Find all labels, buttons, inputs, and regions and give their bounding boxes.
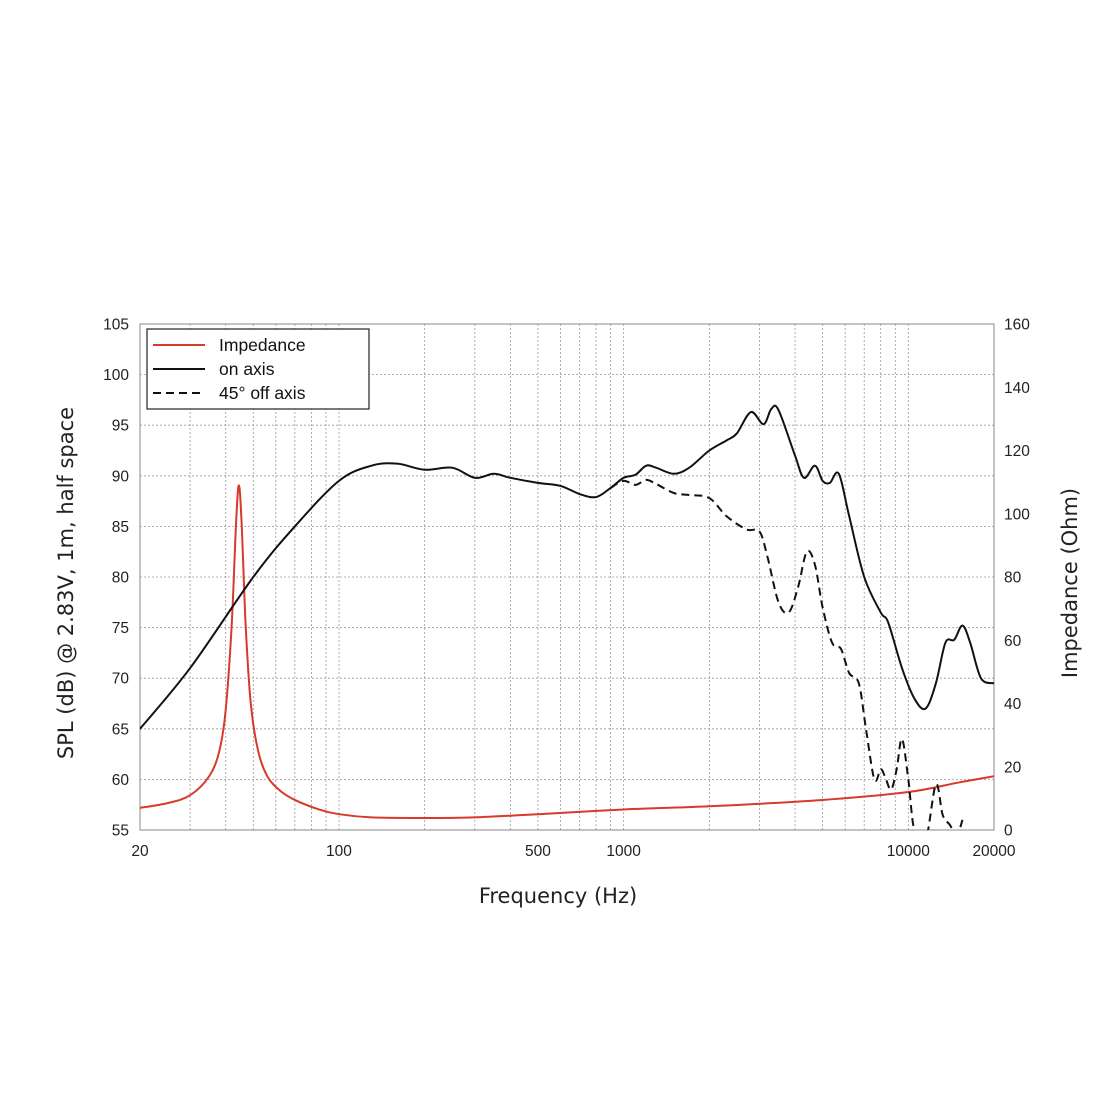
y-right-tick-label: 60 [1004,633,1022,650]
y-left-tick-label: 90 [112,468,130,485]
series-layer [140,404,994,830]
legend-label-off-axis: 45° off axis [219,383,306,403]
x-tick-label: 10000 [887,843,930,860]
y-left-tick-label: 60 [112,772,130,789]
y-left-axis-title: SPL (dB) @ 2.83V, 1m, half space [54,407,78,759]
y-right-tick-label: 80 [1004,570,1022,587]
x-tick-label: 20000 [972,843,1015,860]
y-left-tick-label: 80 [112,570,130,587]
off-axis-curve [610,478,964,830]
y-right-tick-label: 100 [1004,506,1030,523]
y-left-tick-label: 105 [103,317,129,334]
y-right-tick-label: 20 [1004,759,1022,776]
y-left-tick-label: 70 [112,671,130,688]
y-left-tick-label: 85 [112,519,129,536]
y-left-tick-label: 75 [112,620,129,637]
y-right-tick-label: 40 [1004,696,1022,713]
legend-box [146,328,370,410]
y-right-tick-label: 0 [1004,823,1013,840]
y-left-tick-labels: 55 60 65 70 75 80 85 90 95 100 105 [103,317,129,840]
legend: Impedance on axis 45° off axis [146,328,370,410]
y-left-tick-label: 65 [112,721,129,738]
x-tick-label: 100 [326,843,352,860]
y-left-tick-label: 95 [112,418,129,435]
x-tick-label: 1000 [606,843,641,860]
y-right-tick-label: 160 [1004,317,1030,334]
y-right-axis-title: Impedance (Ohm) [1058,488,1082,678]
y-left-tick-label: 100 [103,367,129,384]
y-right-tick-labels: 0 20 40 60 80 100 120 140 160 [1004,317,1030,840]
x-tick-label: 500 [525,843,551,860]
x-axis-title: Frequency (Hz) [479,884,637,908]
impedance-curve [140,484,994,819]
x-tick-labels: 20 100 500 1000 10000 20000 [131,843,1016,860]
x-tick-label: 20 [131,843,149,860]
legend-label-on-axis: on axis [219,359,275,379]
on-axis-curve [140,404,994,730]
y-right-tick-label: 140 [1004,380,1030,397]
y-left-tick-label: 55 [112,823,129,840]
legend-label-impedance: Impedance [219,335,306,355]
y-right-tick-label: 120 [1004,443,1030,460]
plot-frame [139,323,995,831]
